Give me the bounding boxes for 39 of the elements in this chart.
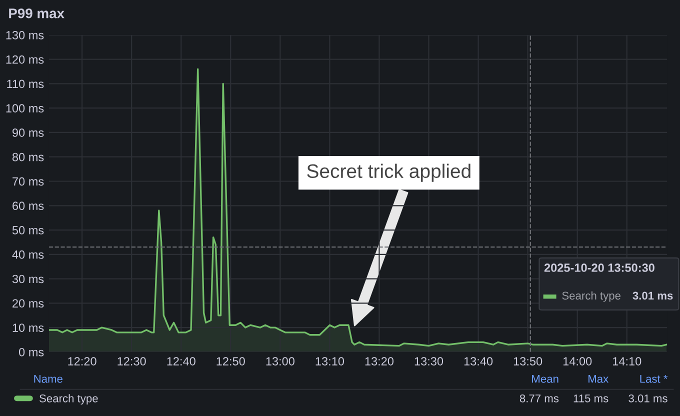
y-tick-label: 0 ms [18, 348, 44, 356]
x-tick-label: 12:30 [118, 357, 146, 366]
x-tick-label: 13:30 [414, 357, 444, 366]
x-tick-label: 13:10 [316, 357, 344, 366]
annotation: 3.01 ms [632, 292, 673, 300]
y-tick-label: 50 ms [12, 226, 44, 234]
y-tick-label: 60 ms [12, 202, 44, 210]
x-tick-label: 14:00 [563, 357, 592, 366]
text: Last * [640, 375, 668, 383]
x-tick-label: 13:50 [514, 357, 542, 366]
annotation: 2025-10-20 13:50:30 [544, 264, 654, 272]
text: 115 ms [574, 394, 608, 402]
text: 8.77 ms [520, 394, 559, 402]
text: 3.01 ms [628, 394, 668, 402]
y-tick-label: 40 ms [12, 250, 44, 259]
y-tick-label: 70 ms [12, 177, 44, 186]
annotation: Search type [562, 291, 620, 302]
x-tick-label: 14:10 [613, 357, 642, 366]
y-tick-label: 100 ms [6, 104, 44, 112]
y-tick-label: 110 ms [7, 80, 44, 88]
y-tick-label: 120 ms [6, 55, 44, 64]
legend-label: Search type [40, 394, 98, 405]
y-tick-label: 20 ms [12, 299, 44, 308]
y-tick-label: 30 ms [12, 274, 44, 284]
x-tick-label: 12:50 [216, 357, 245, 366]
text: Mean [532, 375, 558, 383]
annotation: Secret trick applied [307, 164, 470, 182]
chart-title: P99 max [9, 8, 64, 18]
y-tick-label: 80 ms [12, 152, 44, 162]
y-tick-label: 10 ms [12, 324, 44, 332]
x-tick-label: 13:20 [365, 357, 394, 366]
y-tick-label: 90 ms [12, 128, 44, 137]
x-tick-label: 13:40 [464, 357, 493, 366]
text: Max [588, 375, 608, 383]
x-tick-label: 12:20 [68, 357, 96, 366]
x-tick-label: 12:40 [167, 357, 196, 366]
text: Name [34, 375, 62, 383]
y-tick-label: 130 ms [6, 30, 44, 40]
x-tick-label: 13:00 [266, 357, 294, 366]
